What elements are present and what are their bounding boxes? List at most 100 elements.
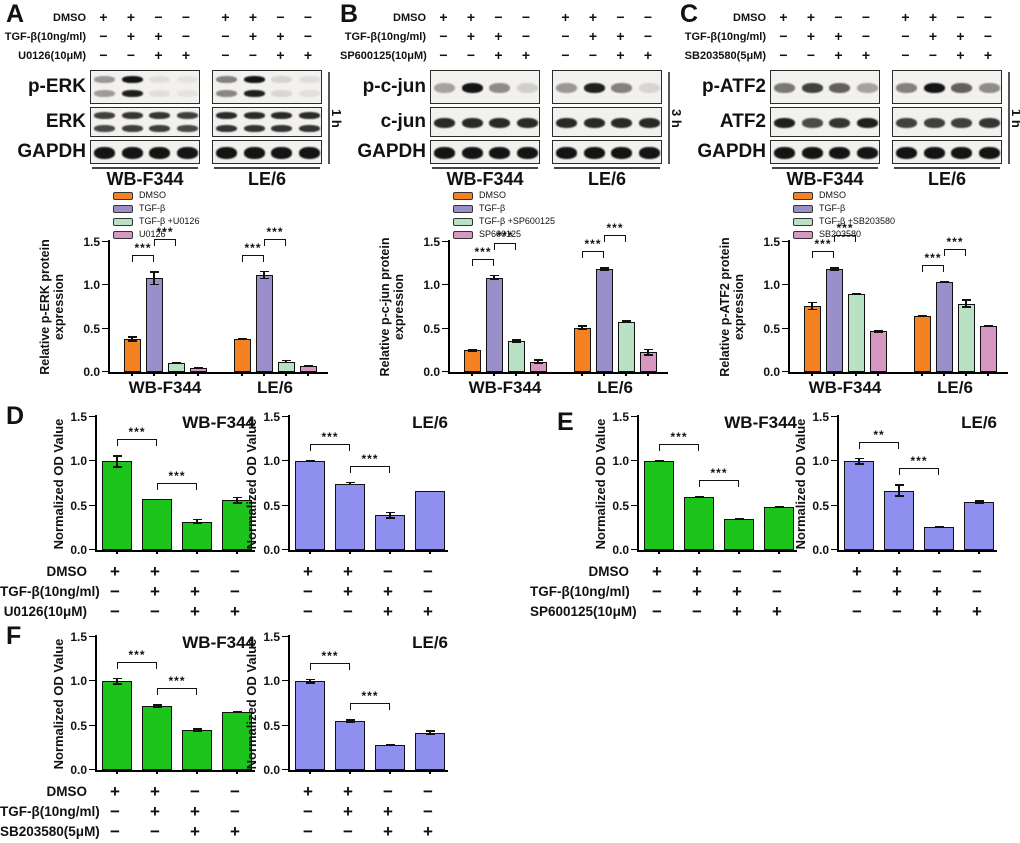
blot-band <box>298 147 320 159</box>
y-tick-mark <box>282 416 288 417</box>
error-bar-cap <box>511 341 521 343</box>
sig-label: *** <box>266 224 284 239</box>
condition-label: SB203580(5μM) <box>0 824 100 839</box>
blot-band <box>271 124 293 132</box>
error-bar-line <box>285 359 287 364</box>
sig-label: *** <box>321 648 339 663</box>
blot-band <box>121 124 143 132</box>
condition-symbol: − <box>956 9 965 25</box>
legend-label: TGF-β <box>479 203 506 213</box>
panel-letter: C <box>680 0 699 28</box>
legend-swatch <box>793 192 813 200</box>
y-tick-label: 0.0 <box>263 763 280 777</box>
sig-label: *** <box>361 689 379 704</box>
error-bar-cap <box>577 328 587 331</box>
group-label: WB-F344 <box>468 378 542 397</box>
legend-swatch <box>793 218 813 226</box>
condition-symbol: + <box>383 802 393 821</box>
sig-label: *** <box>156 225 174 240</box>
sig-label: *** <box>910 454 928 469</box>
sig-bracket <box>494 242 516 250</box>
time-bracket-line <box>1008 72 1010 164</box>
x-tick-mark <box>515 372 517 376</box>
condition-symbol: + <box>110 782 120 801</box>
error-bar-cap <box>385 744 395 747</box>
error-bar-cap <box>974 500 984 502</box>
panel-A: A DMSO + + − − + + − − TGF-β(10ng/ml) − + + − − + + − U0126… <box>0 0 344 398</box>
error-bar-cap <box>152 704 162 706</box>
condition-symbol: + <box>276 47 285 63</box>
condition-label: DMSO <box>393 12 426 24</box>
blot-band <box>298 75 320 83</box>
error-bar-line <box>965 299 967 308</box>
condition-symbol: + <box>126 28 136 44</box>
error-bar-cap <box>599 269 609 271</box>
y-tick-label: 0.0 <box>812 543 829 557</box>
condition-symbol: + <box>772 602 782 621</box>
bar <box>617 321 635 372</box>
blot-band <box>856 118 878 128</box>
cellline-label: LE/6 <box>247 169 286 189</box>
bar <box>935 281 953 372</box>
y-tick-label: 0.5 <box>70 498 87 513</box>
sig-label: ** <box>873 427 885 442</box>
blot-band <box>94 124 116 132</box>
condition-symbol: + <box>806 9 816 25</box>
condition-symbol: + <box>928 9 938 25</box>
condition-symbol: − <box>806 47 816 63</box>
blot-row-label: p-ERK <box>27 76 86 97</box>
error-bar-cap <box>385 511 395 514</box>
error-bar-cap <box>232 711 242 714</box>
error-bar-cap <box>467 348 477 351</box>
error-bar-cap <box>511 339 521 341</box>
bar <box>979 326 997 372</box>
y-tick-mark <box>442 241 448 242</box>
x-tick-mark <box>285 372 287 376</box>
blot-band <box>516 118 538 128</box>
error-bar-cap <box>917 315 927 317</box>
error-bar-cap <box>149 271 159 273</box>
error-bar-cap <box>112 466 122 468</box>
condition-symbol: − <box>150 602 160 621</box>
condition-symbol: − <box>423 582 433 601</box>
condition-symbol: − <box>150 822 160 841</box>
condition-symbol: + <box>806 28 816 44</box>
blot-band <box>583 83 605 93</box>
sig-label: *** <box>128 647 146 662</box>
legend-swatch <box>453 231 473 239</box>
condition-symbol: + <box>466 28 476 44</box>
error-bar-cap <box>643 348 653 351</box>
error-bar-cap <box>345 721 355 723</box>
condition-symbol: + <box>652 562 662 581</box>
sig-label: *** <box>168 468 186 483</box>
condition-symbol: + <box>588 28 598 44</box>
x-tick-mark <box>156 770 158 774</box>
condition-symbol: − <box>494 9 503 25</box>
condition-symbol: + <box>303 782 313 801</box>
error-bar-cap <box>894 495 904 497</box>
legend-label: TGF-β <box>139 203 166 213</box>
y-tick-label: 1.5 <box>612 410 629 424</box>
cellline-underline <box>432 167 538 169</box>
cellline-label: WB-F344 <box>446 169 524 189</box>
condition-symbol: + <box>616 28 625 44</box>
error-bar-line <box>116 677 118 685</box>
blot-box <box>90 140 200 164</box>
condition-symbol: − <box>230 802 240 821</box>
error-bar-line <box>877 329 879 333</box>
condition-symbol: − <box>303 822 313 841</box>
blot-box <box>430 140 540 164</box>
y-tick-mark <box>442 371 448 372</box>
panel-letter: F <box>6 622 22 650</box>
sig-bracket <box>859 441 899 449</box>
error-bar-cap <box>654 460 664 463</box>
blot-band <box>611 83 633 93</box>
cellline-label: LE/6 <box>587 169 626 189</box>
bar <box>964 502 994 550</box>
legend-label: SB203580 <box>819 229 862 239</box>
sig-label: *** <box>134 241 152 256</box>
x-tick-mark <box>658 550 660 554</box>
bar <box>825 268 843 372</box>
y-tick-mark <box>282 769 288 770</box>
condition-symbol: + <box>383 602 393 621</box>
